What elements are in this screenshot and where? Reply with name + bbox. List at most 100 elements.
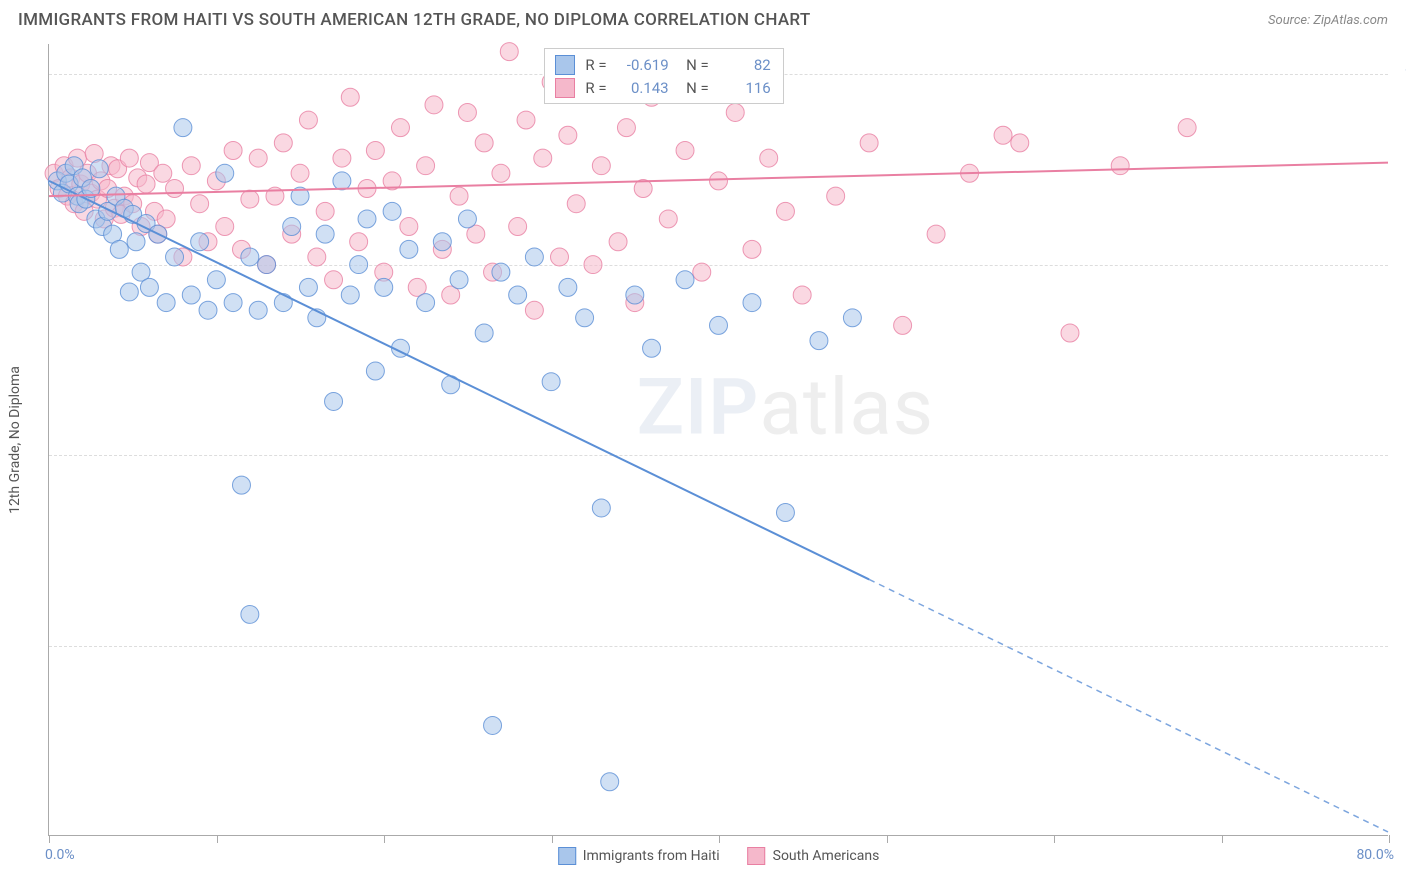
scatter-point-haiti (232, 476, 250, 494)
scatter-point-haiti (241, 248, 259, 266)
scatter-point-haiti (601, 773, 619, 791)
scatter-point-south_am (827, 187, 845, 205)
scatter-point-haiti (626, 286, 644, 304)
scatter-point-haiti (592, 499, 610, 517)
scatter-point-south_am (274, 134, 292, 152)
x-tick (1389, 835, 1390, 843)
scatter-point-south_am (475, 134, 493, 152)
scatter-point-south_am (584, 256, 602, 274)
x-axis-max-label: 80.0% (1356, 847, 1394, 863)
x-tick (1054, 835, 1055, 843)
scatter-point-haiti (484, 716, 502, 734)
scatter-point-south_am (1178, 119, 1196, 137)
scatter-point-south_am (182, 157, 200, 175)
chart-source: Source: ZipAtlas.com (1268, 13, 1388, 28)
scatter-point-south_am (609, 233, 627, 251)
scatter-point-south_am (425, 96, 443, 114)
scatter-point-haiti (400, 240, 418, 258)
legend-swatch-haiti (558, 847, 576, 865)
scatter-point-south_am (776, 202, 794, 220)
scatter-point-haiti (191, 233, 209, 251)
scatter-point-haiti (643, 339, 661, 357)
stats-row-south-american: R = 0.143 N = 116 (555, 77, 770, 100)
scatter-point-haiti (542, 373, 560, 391)
scatter-point-south_am (659, 210, 677, 228)
scatter-point-haiti (241, 605, 259, 623)
scatter-point-south_am (241, 190, 259, 208)
scatter-point-haiti (375, 278, 393, 296)
scatter-point-south_am (1011, 134, 1029, 152)
scatter-point-haiti (843, 309, 861, 327)
plot-area: 12th Grade, No Diploma 62.5%75.0%87.5%10… (48, 44, 1388, 836)
trendline-south_am (49, 163, 1388, 196)
x-tick (384, 835, 385, 843)
scatter-point-south_am (333, 149, 351, 167)
x-tick (49, 835, 50, 843)
scatter-point-haiti (509, 286, 527, 304)
scatter-point-haiti (810, 332, 828, 350)
legend-item-haiti: Immigrants from Haiti (558, 847, 720, 865)
scatter-point-south_am (492, 164, 510, 182)
scatter-point-south_am (617, 119, 635, 137)
scatter-point-haiti (120, 283, 138, 301)
scatter-point-south_am (517, 111, 535, 129)
scatter-point-south_am (137, 175, 155, 193)
scatter-point-south_am (676, 141, 694, 159)
scatter-point-haiti (157, 294, 175, 312)
x-axis-min-label: 0.0% (45, 847, 75, 863)
scatter-point-south_am (534, 149, 552, 167)
scatter-point-south_am (249, 149, 267, 167)
series-legend: Immigrants from Haiti South Americans (558, 847, 880, 865)
swatch-haiti (555, 55, 575, 75)
scatter-point-south_am (894, 316, 912, 334)
scatter-point-south_am (325, 271, 343, 289)
scatter-point-haiti (110, 240, 128, 258)
scatter-point-south_am (120, 149, 138, 167)
scatter-point-south_am (391, 119, 409, 137)
scatter-point-haiti (166, 248, 184, 266)
scatter-point-haiti (350, 256, 368, 274)
scatter-point-south_am (166, 180, 184, 198)
scatter-point-south_am (743, 240, 761, 258)
stats-legend: R = -0.619 N = 82 R = 0.143 N = 116 (544, 48, 783, 104)
scatter-point-south_am (994, 126, 1012, 144)
scatter-point-haiti (450, 271, 468, 289)
scatter-point-haiti (358, 210, 376, 228)
scatter-point-south_am (350, 233, 368, 251)
scatter-point-south_am (154, 164, 172, 182)
scatter-point-south_am (299, 111, 317, 129)
scatter-point-haiti (182, 286, 200, 304)
scatter-point-south_am (509, 218, 527, 236)
scatter-point-south_am (341, 88, 359, 106)
scatter-point-south_am (224, 141, 242, 159)
scatter-point-haiti (90, 160, 108, 178)
legend-item-south-american: South Americans (748, 847, 880, 865)
scatter-point-south_am (458, 103, 476, 121)
scatter-point-haiti (325, 392, 343, 410)
scatter-point-haiti (207, 271, 225, 289)
chart-title: IMMIGRANTS FROM HAITI VS SOUTH AMERICAN … (18, 10, 810, 30)
scatter-point-south_am (500, 43, 518, 61)
scatter-point-south_am (417, 157, 435, 175)
scatter-point-south_am (760, 149, 778, 167)
scatter-point-south_am (860, 134, 878, 152)
scatter-point-south_am (567, 195, 585, 213)
x-tick (217, 835, 218, 843)
scatter-point-south_am (366, 141, 384, 159)
scatter-point-south_am (191, 195, 209, 213)
chart-header: IMMIGRANTS FROM HAITI VS SOUTH AMERICAN … (0, 0, 1406, 38)
scatter-point-haiti (475, 324, 493, 342)
scatter-point-haiti (274, 294, 292, 312)
scatter-point-haiti (249, 301, 267, 319)
scatter-point-south_am (710, 172, 728, 190)
scatter-plot-svg (49, 44, 1388, 835)
scatter-point-south_am (793, 286, 811, 304)
y-axis-title: 12th Grade, No Diploma (7, 366, 23, 514)
scatter-point-haiti (341, 286, 359, 304)
x-tick (887, 835, 888, 843)
scatter-point-south_am (559, 126, 577, 144)
swatch-south-american (555, 78, 575, 98)
scatter-point-haiti (383, 202, 401, 220)
scatter-point-haiti (576, 309, 594, 327)
scatter-point-haiti (258, 256, 276, 274)
